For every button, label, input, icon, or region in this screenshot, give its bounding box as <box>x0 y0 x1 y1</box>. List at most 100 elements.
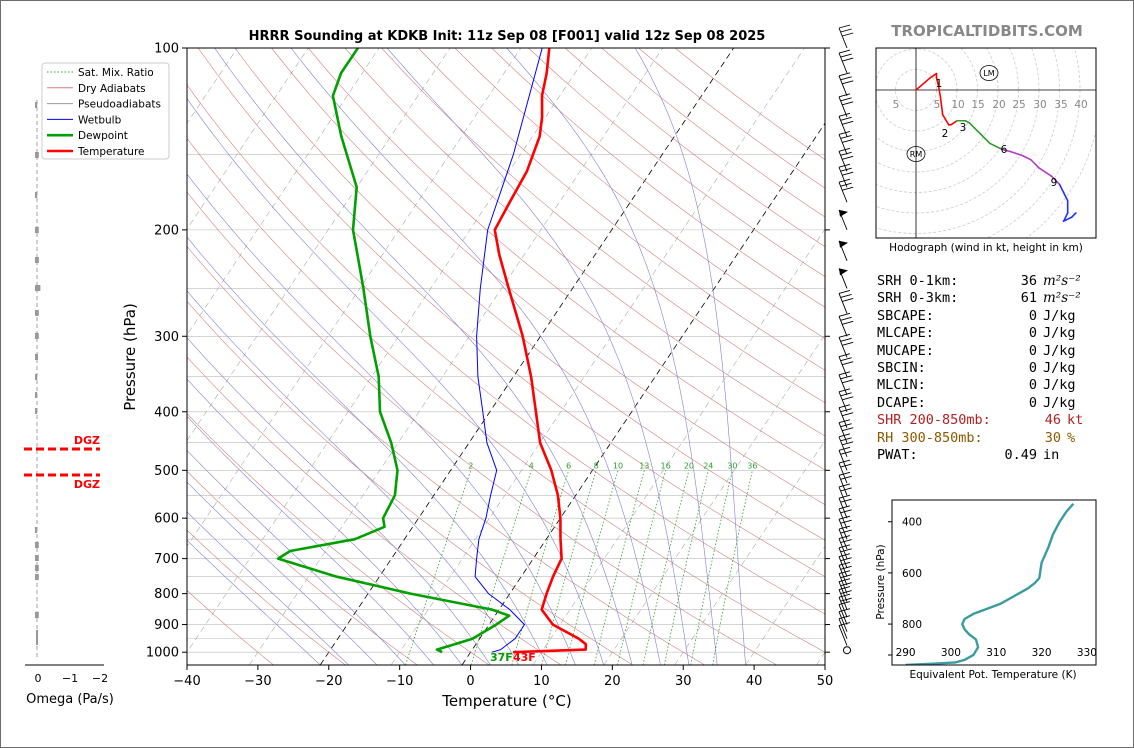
hodo-height-label: 6 <box>1001 144 1008 156</box>
hodo-ring-label: 5 <box>893 99 900 111</box>
barb-flag <box>842 427 854 432</box>
barb-flag <box>838 535 851 540</box>
barb-staff <box>838 573 848 594</box>
theta-e-line <box>905 503 1075 665</box>
hodo-segment <box>1009 150 1024 157</box>
stat-value: 36 <box>1020 273 1037 289</box>
moist-adiabat <box>187 511 349 665</box>
stat-value-wrap: 30 <box>997 430 1061 447</box>
mixing-ratio-label: 10 <box>613 461 623 470</box>
omega-bar <box>35 565 39 571</box>
stat-value-wrap: 0.49 <box>997 447 1037 464</box>
hodo-segment <box>950 119 958 126</box>
barb-flag <box>840 116 852 121</box>
mixing-ratio-label: 36 <box>747 461 757 470</box>
hodo-ring-label: 5 <box>934 99 941 111</box>
y-tick-label: 100 <box>154 42 179 57</box>
mixing-ratio-label: 2 <box>468 461 473 470</box>
stat-row: MLCIN: 0 J/kg <box>877 377 1076 394</box>
barb-flag <box>840 28 852 33</box>
barb-flag <box>838 333 851 338</box>
moist-adiabat <box>187 481 378 665</box>
barb-flag <box>838 601 851 605</box>
stat-value-wrap: 36 <box>997 273 1037 290</box>
skewt-x-label: Temperature (°C) <box>441 692 571 710</box>
dry-adiabat <box>187 356 562 665</box>
stat-label: MUCAPE: <box>877 342 934 359</box>
stat-label: SRH 0-1km: <box>877 273 959 289</box>
isotherm <box>461 122 825 665</box>
calm-wind-circle <box>843 646 851 655</box>
theta-x-tick-label: 320 <box>1032 647 1052 659</box>
barb-flag <box>842 396 854 401</box>
barb-flag <box>838 615 851 620</box>
theta-y-label: Pressure (hPa) <box>875 544 887 619</box>
barb-staff <box>838 391 848 412</box>
barb-flag <box>838 544 851 549</box>
barb-flag <box>840 182 852 187</box>
barb-staff <box>838 581 848 602</box>
barb-flag <box>838 178 851 183</box>
barb-staff <box>838 604 848 625</box>
stat-value: 0 <box>1028 342 1037 359</box>
barb-staff <box>838 450 848 471</box>
hodograph-panel: 5 5 10 15 20 25 30 35 40 1 2 3 6 9 LM RM Hodograph (win… <box>875 47 1097 254</box>
theta-y-tick-label: 600 <box>902 568 922 580</box>
stat-value: 0.49 <box>1004 447 1037 463</box>
barb-flag <box>838 290 851 294</box>
hodo-segment <box>1071 212 1077 218</box>
moist-adiabat <box>187 415 434 665</box>
stat-unit: J/kg <box>1043 394 1076 411</box>
isotherm <box>249 48 663 665</box>
barb-flag <box>840 529 852 534</box>
barb-flag <box>838 446 851 451</box>
barb-flag <box>838 459 851 464</box>
barb-staff <box>838 436 848 458</box>
x-tick-label: 20 <box>604 674 621 689</box>
barb-flag <box>838 24 851 29</box>
barb-flag <box>840 519 852 524</box>
barb-staff <box>838 547 848 568</box>
dry-adiabat <box>454 48 825 339</box>
dry-adiabat <box>381 48 825 404</box>
hodo-segment <box>1001 148 1012 153</box>
hodo-height-label: 2 <box>942 128 949 140</box>
barb-flag <box>842 57 854 62</box>
legend: Sat. Mix. Ratio Dry Adiabats Pseudoadiabat… <box>41 62 170 160</box>
barb-flag <box>838 622 851 626</box>
wind-barbs <box>838 24 854 655</box>
barb-flag <box>840 487 852 492</box>
barb-flag <box>840 134 852 139</box>
omega-bar <box>36 630 38 645</box>
dry-adiabat <box>307 48 825 471</box>
temperature-line <box>493 48 588 654</box>
x-tick-label: 50 <box>817 674 834 689</box>
barb-flag <box>838 608 851 613</box>
isotherm <box>532 228 825 665</box>
mixing-ratio-label: 13 <box>639 461 649 470</box>
moist-adiabat <box>187 337 491 665</box>
barb-flag <box>838 505 851 510</box>
x-tick-label: −30 <box>244 674 271 689</box>
barb-flag <box>842 441 854 446</box>
stat-unit: in <box>1043 447 1060 463</box>
barb-flag <box>838 163 851 168</box>
y-tick-label: 700 <box>154 552 179 567</box>
hodo-marker-label: LM <box>983 69 994 78</box>
barb-flag <box>840 582 852 587</box>
barb-flag <box>838 483 851 488</box>
stat-unit: kt <box>1067 412 1084 429</box>
barb-staff <box>838 52 848 74</box>
moist-adiabat <box>187 290 519 665</box>
hodo-ring-label: 25 <box>1012 99 1025 111</box>
barb-flag <box>842 138 854 143</box>
stat-row: SBCAPE: 0 J/kg <box>877 308 1076 325</box>
barb-flag <box>840 408 852 413</box>
chart-title: HRRR Sounding at KDKB Init: 11z Sep 08 [… <box>249 29 766 44</box>
dry-adiabat <box>187 413 490 665</box>
dry-adiabat <box>344 48 825 437</box>
dry-adiabat <box>187 84 825 615</box>
barb-flag <box>838 525 851 530</box>
hodo-ring-label: 15 <box>971 99 984 111</box>
y-tick-label: 400 <box>154 405 179 420</box>
